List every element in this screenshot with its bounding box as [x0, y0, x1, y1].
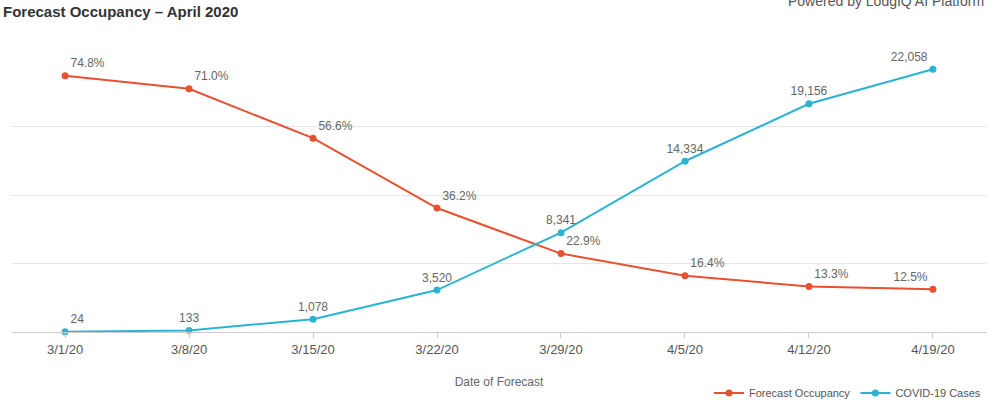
svg-text:36.2%: 36.2% — [442, 189, 476, 203]
svg-text:16.4%: 16.4% — [690, 256, 724, 270]
svg-text:4/19/20: 4/19/20 — [911, 342, 954, 357]
svg-text:1,078: 1,078 — [298, 300, 328, 314]
svg-text:71.0%: 71.0% — [194, 69, 228, 83]
svg-text:Powered by LodgIQ AI Platform: Powered by LodgIQ AI Platform — [788, 0, 984, 9]
svg-text:COVID-19 Cases: COVID-19 Cases — [895, 387, 980, 399]
svg-text:3/29/20: 3/29/20 — [539, 342, 582, 357]
svg-text:12.5%: 12.5% — [894, 270, 928, 284]
svg-text:133: 133 — [179, 311, 199, 325]
svg-text:3,520: 3,520 — [422, 271, 452, 285]
svg-text:Forecast Occupancy: Forecast Occupancy — [749, 387, 850, 399]
svg-text:19,156: 19,156 — [791, 84, 828, 98]
svg-text:74.8%: 74.8% — [70, 56, 104, 70]
svg-text:3/22/20: 3/22/20 — [415, 342, 458, 357]
svg-text:4/5/20: 4/5/20 — [667, 342, 703, 357]
svg-text:Forecast Occupancy – April 202: Forecast Occupancy – April 2020 — [3, 3, 238, 20]
svg-text:14,334: 14,334 — [667, 142, 704, 156]
svg-text:3/15/20: 3/15/20 — [291, 342, 334, 357]
svg-text:22,058: 22,058 — [891, 50, 928, 64]
svg-text:4/12/20: 4/12/20 — [787, 342, 830, 357]
svg-text:Date of Forecast: Date of Forecast — [455, 375, 544, 389]
svg-text:24: 24 — [70, 312, 84, 326]
svg-text:13.3%: 13.3% — [814, 267, 848, 281]
svg-text:3/8/20: 3/8/20 — [171, 342, 207, 357]
svg-text:56.6%: 56.6% — [318, 119, 352, 133]
svg-text:22.9%: 22.9% — [566, 234, 600, 248]
svg-text:8,341: 8,341 — [546, 213, 576, 227]
svg-text:3/1/20: 3/1/20 — [47, 342, 83, 357]
